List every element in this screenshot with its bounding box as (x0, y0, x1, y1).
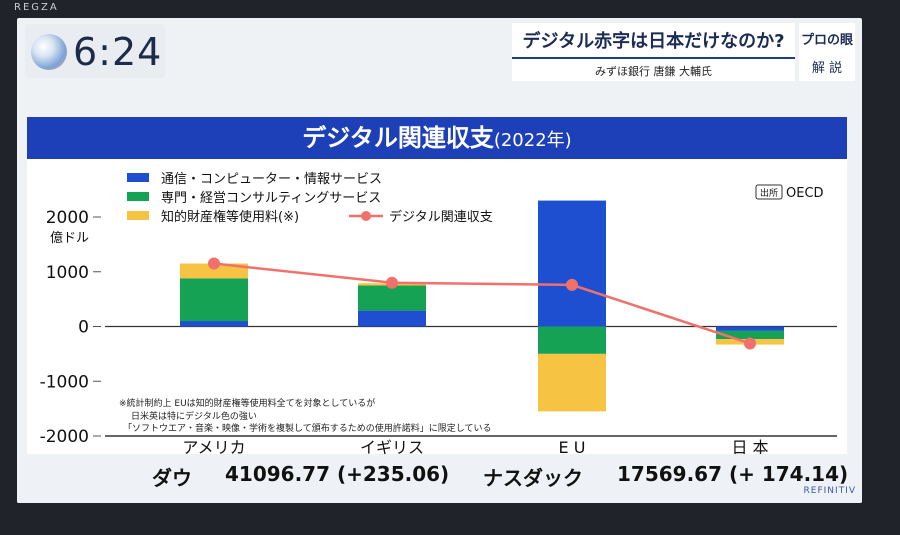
net-balance-point (744, 337, 756, 350)
legend-label: 専門・経営コンサルティングサービス (161, 191, 381, 206)
y-tick-label: 0 (78, 318, 89, 338)
x-category-label: 日 本 (731, 438, 768, 454)
bar-segment (538, 200, 606, 327)
topic-title: デジタル赤字は日本だけなのか? (522, 31, 785, 52)
legend-swatch (127, 211, 149, 220)
topic-divider (512, 57, 795, 59)
net-balance-point (208, 257, 220, 270)
y-tick-label: 1000 (46, 263, 89, 283)
stock-ticker: ダウ 41096.77 (+235.06) ナスダック 17569.67 (+ … (17, 458, 862, 490)
bar-segment (358, 285, 426, 311)
bar-segment (180, 321, 248, 327)
y-tick-label: -2000 (40, 427, 89, 447)
legend-swatch (127, 192, 149, 201)
chart-title: デジタル関連収支 (302, 124, 494, 152)
dow-value: 41096.77 (+235.06) (225, 462, 450, 486)
source-name: OECD (786, 186, 824, 201)
bar-segment (358, 310, 426, 327)
chart-title-bar: デジタル関連収支(2022年) (27, 117, 847, 159)
footnote-line: 「ソフトウエア・音楽・映像・学術を複製して頒布するための使用許諾料」に限定してい… (123, 422, 491, 434)
clock-time: 6:24 (73, 30, 163, 74)
x-category-label: イギリス (360, 438, 424, 454)
legend-line-marker (361, 211, 371, 221)
bar-segment (538, 326, 606, 354)
bar-segment (716, 330, 784, 340)
legend-label: デジタル関連収支 (389, 209, 493, 225)
data-provider: REFINITIV (803, 486, 856, 496)
badge-bottom: 解 説 (811, 61, 843, 76)
bar-segment (180, 263, 248, 279)
x-category-label: アメリカ (182, 438, 245, 454)
net-balance-point (386, 276, 398, 289)
legend-swatch (127, 173, 149, 182)
segment-badge: プロの眼 解 説 (799, 23, 855, 81)
source-tag-box (755, 184, 783, 200)
dow-label: ダウ (152, 466, 192, 490)
x-category-label: E U (559, 438, 586, 454)
topic-box: デジタル赤字は日本だけなのか? みずほ銀行 唐鎌 大輔氏 (512, 23, 795, 81)
legend-label: 知的財産権等使用料(※) (161, 209, 299, 225)
chart-year: (2022年) (493, 130, 572, 151)
screen: 6:24 デジタル赤字は日本だけなのか? みずほ銀行 唐鎌 大輔氏 プロの眼 解… (17, 18, 862, 503)
nasdaq-value: 17569.67 (+ 174.14) (617, 462, 849, 486)
bar-segment (716, 326, 784, 331)
legend-label: 通信・コンピューター・情報サービス (161, 172, 382, 187)
commentator: みずほ銀行 唐鎌 大輔氏 (595, 65, 712, 78)
bar-segment (180, 278, 248, 322)
net-balance-line (213, 262, 751, 345)
bottom-strip (17, 488, 862, 503)
y-tick-label: -1000 (40, 372, 89, 392)
source-tag: 出所 (760, 187, 778, 199)
y-axis-unit: 億ドル (50, 230, 89, 246)
footnote-line: 日米英は特にデジタル色の強い (131, 410, 257, 422)
clock-box: 6:24 (25, 24, 165, 78)
y-tick-label: 2000 (46, 208, 89, 228)
net-balance-point (566, 278, 578, 291)
bar-segment (538, 353, 606, 412)
tv-brand: REGZA (14, 2, 59, 13)
footnote-line: ※統計制約上 EUは知的財産権等使用料全てを対象としているが (119, 397, 375, 409)
badge-top: プロの眼 (800, 33, 853, 48)
broadcaster-logo-icon (31, 34, 67, 70)
nasdaq-label: ナスダック (483, 466, 583, 490)
chart-panel: 2000 1000 0 -1000 -2000 億ドルアメリカ イギリス E U 日 本 通信・コ… (27, 159, 847, 457)
